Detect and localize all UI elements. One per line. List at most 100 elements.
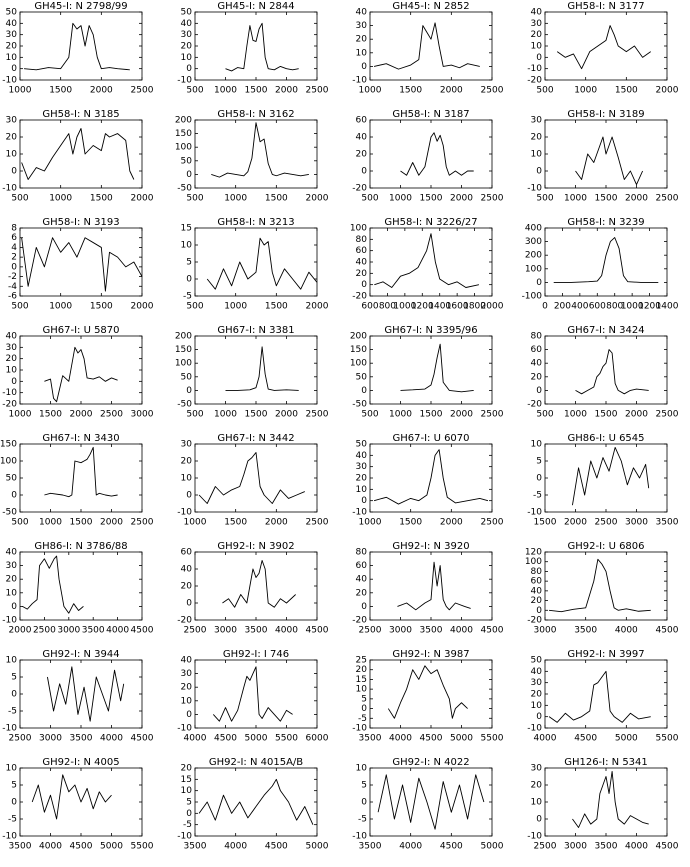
x-tick-label: 800 — [606, 302, 623, 312]
plot-frame — [369, 335, 493, 405]
y-tick-label: -20 — [527, 616, 542, 626]
plot-frame — [194, 11, 318, 81]
panel-title: GH67-I: N 3442 — [217, 433, 294, 444]
spectrum-line — [575, 349, 649, 395]
y-tick-label: 10 — [6, 764, 18, 774]
y-tick-label: -50 — [2, 508, 17, 518]
y-tick-label: 50 — [356, 372, 368, 382]
panel: GH92-I: N 4005 3500 4000 4500 5000 5500 -10 -5 0… — [2, 757, 153, 852]
x-tick-label: 4000 — [100, 734, 123, 744]
plot-frame — [369, 767, 493, 837]
y-tick-label: 10 — [6, 588, 18, 598]
y-tick-label: 0 — [361, 798, 367, 808]
y-tick-label: 30 — [531, 764, 543, 774]
y-tick-label: 50 — [181, 156, 193, 166]
y-tick-label: -10 — [527, 184, 542, 194]
y-tick-label: -10 — [2, 76, 17, 86]
y-tick-label: 5 — [361, 694, 367, 704]
panel-title: GH86-I: U 6545 — [567, 433, 644, 444]
y-tick-label: -2 — [8, 272, 17, 282]
x-tick-label: 2000 — [70, 410, 93, 420]
y-tick-label: -4 — [8, 282, 17, 292]
spectrum-line — [206, 237, 318, 290]
y-tick-label: -10 — [177, 508, 192, 518]
y-tick-label: 100 — [525, 264, 542, 274]
x-tick-label: 1000 — [564, 410, 587, 420]
panel: GH92-I: N 3987 3500 4000 4500 5000 5500 -10-50… — [352, 649, 503, 744]
y-tick-label: 0 — [361, 386, 367, 396]
x-tick-label: 1000 — [9, 86, 32, 96]
x-tick-label: 1500 — [245, 410, 268, 420]
spectrum-line — [47, 666, 125, 722]
x-tick-label: 5000 — [615, 734, 638, 744]
x-tick-label: 1500 — [265, 302, 288, 312]
x-tick-label: 1000 — [184, 518, 207, 528]
y-tick-label: 40 — [531, 586, 543, 596]
panel: GH58-I: N 3187 500 1000 1500 2000 2500 -20 0 20 4… — [352, 109, 503, 204]
y-tick-label: 10 — [356, 764, 368, 774]
panel: GH45-I: N 2798/99 1000 1500 2000 2500 -10 0102… — [2, 1, 153, 96]
spectrum-line — [198, 778, 314, 825]
y-tick-label: 80 — [531, 332, 543, 342]
y-tick-label: 20 — [181, 582, 193, 592]
x-tick-label: 4500 — [574, 734, 597, 744]
y-tick-label: 10 — [6, 656, 18, 666]
y-tick-label: 30 — [6, 30, 18, 40]
x-tick-label: 1500 — [595, 194, 618, 204]
panel-title: GH58-I: N 3162 — [217, 109, 294, 120]
y-tick-label: -10 — [177, 832, 192, 842]
panel-title: GH58-I: N 3185 — [42, 109, 119, 120]
y-tick-label: 80 — [356, 235, 368, 245]
x-tick-label: 1000 — [564, 194, 587, 204]
y-tick-label: -5 — [183, 820, 192, 830]
y-tick-label: 0 — [536, 167, 542, 177]
x-tick-label: 2000 — [90, 86, 113, 96]
x-tick-label: 3000 — [389, 626, 412, 636]
y-tick-label: -20 — [527, 400, 542, 410]
x-tick-label: 2500 — [184, 626, 207, 636]
y-tick-label: 60 — [181, 548, 193, 558]
y-tick-label: 10 — [531, 701, 543, 711]
y-tick-label: 0 — [11, 64, 17, 74]
x-tick-label: 4500 — [70, 842, 93, 852]
x-tick-label: 1400 — [656, 302, 679, 312]
x-tick-label: 4500 — [656, 626, 679, 636]
y-tick-label: -20 — [2, 400, 17, 410]
panel: GH67-I: N 3430 500 1000 1500 2000 2500 -50 0 50 1… — [0, 433, 154, 528]
y-tick-label: 20 — [356, 665, 368, 675]
x-tick-label: 500 — [186, 86, 203, 96]
x-tick-label: 3000 — [534, 626, 557, 636]
x-tick-label: 2000 — [275, 410, 298, 420]
y-tick-label: 40 — [181, 565, 193, 575]
plot-frame — [544, 659, 668, 729]
y-tick-label: 30 — [6, 343, 18, 353]
x-tick-label: 2500 — [131, 518, 154, 528]
spectrum-line — [212, 666, 293, 722]
panel-title: GH86-I: N 3786/88 — [34, 541, 127, 552]
spectrum-line — [377, 774, 485, 830]
spectrum-line — [225, 346, 299, 391]
y-tick-label: 4 — [11, 243, 17, 253]
spectrum-line — [225, 22, 299, 72]
y-tick-label: 100 — [175, 143, 192, 153]
y-tick-label: 20 — [6, 42, 18, 52]
x-tick-label: 2500 — [33, 626, 56, 636]
y-tick-label: 0 — [11, 377, 17, 387]
panel-title: GH67-I: N 3395/96 — [384, 325, 477, 336]
y-tick-label: 100 — [0, 457, 17, 467]
y-tick-label: 30 — [181, 30, 193, 40]
y-tick-label: 20 — [181, 683, 193, 693]
panel-title: GH45-I: N 2852 — [392, 1, 469, 12]
x-tick-label: 1500 — [595, 410, 618, 420]
x-tick-label: 1000 — [39, 518, 62, 528]
x-tick-label: 2500 — [100, 410, 123, 420]
x-tick-label: 2500 — [481, 410, 504, 420]
x-tick-label: 2000 — [450, 194, 473, 204]
y-tick-label: 60 — [531, 345, 543, 355]
x-tick-label: 2000 — [100, 518, 123, 528]
y-tick-label: 40 — [356, 133, 368, 143]
x-tick-label: 4000 — [106, 626, 129, 636]
y-tick-label: 20 — [356, 474, 368, 484]
x-tick-label: 2000 — [306, 302, 329, 312]
x-tick-label: 600 — [361, 302, 378, 312]
